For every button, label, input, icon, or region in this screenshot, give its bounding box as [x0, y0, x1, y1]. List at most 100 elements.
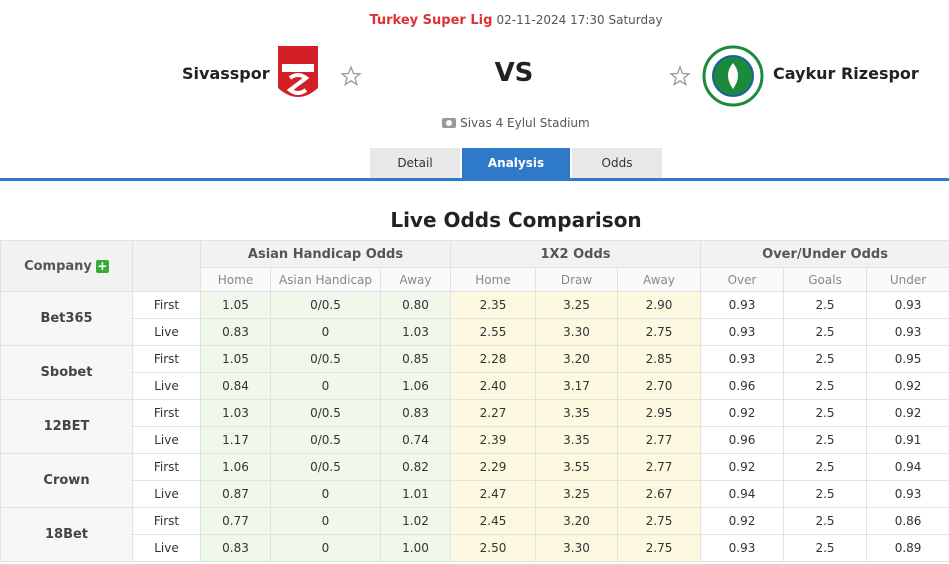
row-label: First: [132, 453, 201, 481]
subheader: Over: [700, 267, 785, 292]
odds-cell: 0.92: [700, 399, 785, 427]
odds-cell: 0.96: [700, 426, 785, 454]
odds-cell: 0.86: [866, 507, 949, 535]
odds-cell: 3.30: [535, 318, 618, 346]
stadium-name: Sivas 4 Eylul Stadium: [460, 116, 590, 130]
header-row: Company + Asian Handicap Odds 1X2 Odds Over/…: [0, 240, 949, 292]
odds-cell: 0.92: [700, 507, 785, 535]
odds-cell: 0: [270, 480, 381, 508]
stadium-icon: [442, 118, 457, 128]
odds-cell: 0/0.5: [270, 291, 381, 319]
odds-cell: 2.77: [616, 453, 702, 481]
row-label: Live: [132, 426, 201, 454]
odds-cell: 2.85: [616, 345, 702, 373]
league[interactable]: Turkey Super Lig: [369, 13, 493, 28]
odds-cell: 2.5: [783, 399, 868, 427]
odds-cell: 0.94: [700, 480, 785, 508]
odds-cell: 1.01: [380, 480, 451, 508]
company-name[interactable]: 12BET: [0, 399, 133, 454]
odds-row: Sbobet First 1.05 0/0.5 0.85 2.28 3.20 2.85 0.93…: [0, 345, 949, 400]
odds-cell: 3.35: [535, 426, 618, 454]
tab[interactable]: Odds: [572, 148, 662, 178]
odds-cell: 1.17: [200, 426, 271, 454]
vs: VS: [494, 58, 534, 88]
odds-table: Company + Asian Handicap Odds 1X2 Odds Over/…: [0, 240, 949, 562]
row-label: Live: [132, 318, 201, 346]
odds-cell: 0: [270, 507, 381, 535]
odds-cell: 2.77: [616, 426, 702, 454]
odds-cell: 0.80: [380, 291, 451, 319]
stadium: Sivas 4 Eylul Stadium: [0, 116, 949, 130]
odds-cell: 3.17: [535, 372, 618, 400]
odds-cell: 3.30: [535, 534, 618, 562]
odds-cell: 3.25: [535, 291, 618, 319]
odds-cell: 1.00: [380, 534, 451, 562]
odds-cell: 0.92: [866, 399, 949, 427]
odds-cell: 2.5: [783, 318, 868, 346]
odds-cell: 0.87: [200, 480, 271, 508]
favorite-home[interactable]: [340, 65, 362, 87]
odds-cell: 1.06: [380, 372, 451, 400]
subheader: Draw: [535, 267, 618, 292]
odds-cell: 0.89: [866, 534, 949, 562]
favorite-away[interactable]: [669, 65, 691, 87]
odds-cell: 0.83: [380, 399, 451, 427]
odds-cell: 2.90: [616, 291, 702, 319]
odds-cell: 2.75: [616, 507, 702, 535]
odds-row: 12BET First 1.03 0/0.5 0.83 2.27 3.35 2.95 0.92 2…: [0, 399, 949, 454]
odds-cell: 2.45: [450, 507, 536, 535]
home-logo: [278, 46, 318, 97]
tab[interactable]: Detail: [370, 148, 460, 178]
odds-cell: 1.02: [380, 507, 451, 535]
odds-cell: 2.47: [450, 480, 536, 508]
subheader: Asian Handicap: [270, 267, 381, 292]
row-label: First: [132, 507, 201, 535]
odds-cell: 0.84: [200, 372, 271, 400]
odds-cell: 1.05: [200, 345, 271, 373]
odds-cell: 0.92: [866, 372, 949, 400]
odds-cell: 0.85: [380, 345, 451, 373]
odds-row: Bet365 First 1.05 0/0.5 0.80 2.35 3.25 2.90 0.93…: [0, 291, 949, 346]
odds-cell: 2.5: [783, 453, 868, 481]
odds-cell: 2.67: [616, 480, 702, 508]
odds-cell: 0: [270, 318, 381, 346]
odds-row: 18Bet First 0.77 0 1.02 2.45 3.20 2.75 0.92 2.5 0.…: [0, 507, 949, 562]
row-label: Live: [132, 372, 201, 400]
tab-active[interactable]: Analysis: [462, 148, 570, 178]
company-name[interactable]: Crown: [0, 453, 133, 508]
odds-cell: 0.74: [380, 426, 451, 454]
odds-cell: 2.35: [450, 291, 536, 319]
add-company[interactable]: +: [95, 258, 109, 273]
company-name[interactable]: Bet365: [0, 291, 133, 346]
section-title: Live Odds Comparison: [390, 208, 642, 232]
logo-s: [286, 73, 310, 95]
odds-cell: 0.95: [866, 345, 949, 373]
odds-cell: 0/0.5: [270, 345, 381, 373]
row-label: Live: [132, 534, 201, 562]
group-header: Asian Handicap Odds: [200, 240, 451, 268]
company-name[interactable]: Sbobet: [0, 345, 133, 400]
odds-cell: 1.03: [380, 318, 451, 346]
subheader: Under: [866, 267, 949, 292]
odds-cell: 2.75: [616, 534, 702, 562]
odds-cell: 2.5: [783, 480, 868, 508]
header-blank: [132, 240, 201, 292]
odds-cell: 2.95: [616, 399, 702, 427]
away-team[interactable]: Caykur Rizespor: [773, 64, 919, 83]
odds-cell: 0.83: [200, 318, 271, 346]
subheader: Home: [450, 267, 536, 292]
odds-cell: 2.28: [450, 345, 536, 373]
company-name[interactable]: 18Bet: [0, 507, 133, 562]
odds-cell: 2.5: [783, 345, 868, 373]
odds-cell: 3.20: [535, 507, 618, 535]
odds-cell: 0.93: [866, 318, 949, 346]
odds-row: Crown First 1.06 0/0.5 0.82 2.29 3.55 2.77 0.92 2…: [0, 453, 949, 508]
odds-cell: 0.93: [866, 291, 949, 319]
odds-cell: 0.93: [866, 480, 949, 508]
odds-cell: 0.82: [380, 453, 451, 481]
odds-cell: 0: [270, 372, 381, 400]
odds-row: Live 0.84 0 1.06 2.40 3.17 2.70 0.96 2.5 0.92: [1, 372, 949, 400]
home-team[interactable]: Sivasspor: [182, 64, 270, 83]
odds-cell: 2.39: [450, 426, 536, 454]
